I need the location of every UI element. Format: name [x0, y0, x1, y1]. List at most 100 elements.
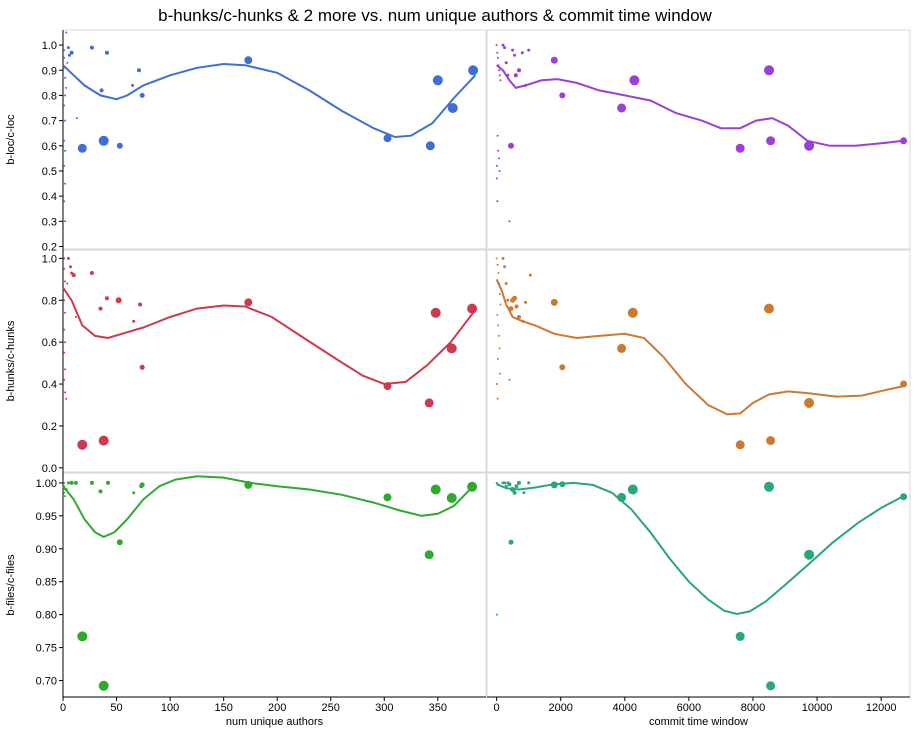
point-files-authors: [106, 480, 110, 485]
point-loc-authors: [244, 56, 253, 65]
point-files-authors: [66, 481, 70, 485]
point-loc-authors: [65, 31, 68, 34]
point-hunks-time: [550, 298, 558, 306]
point-hunks-authors: [69, 265, 72, 269]
point-loc-time: [496, 134, 499, 137]
y-tick-label-hunks: 0.8: [42, 295, 57, 307]
point-files-authors: [77, 631, 88, 642]
point-hunks-time: [766, 436, 776, 446]
point-hunks-time: [508, 378, 511, 381]
point-files-authors: [116, 539, 123, 546]
point-files-authors: [63, 481, 66, 484]
smoother-loc-authors: [62, 62, 477, 139]
point-loc-time: [497, 64, 500, 67]
point-files-authors: [63, 485, 66, 488]
panel-frame-hunks-authors: [62, 249, 487, 473]
point-hunks-time: [496, 263, 499, 266]
point-hunks-time: [501, 256, 505, 260]
point-loc-time: [495, 164, 498, 167]
point-files-authors: [73, 480, 78, 485]
point-hunks-authors: [64, 311, 67, 314]
point-hunks-time: [498, 347, 501, 350]
point-files-time: [514, 484, 519, 489]
point-hunks-time: [627, 307, 638, 318]
point-files-time: [512, 490, 517, 495]
point-hunks-authors: [104, 296, 109, 301]
point-loc-time: [900, 137, 908, 145]
point-loc-authors: [64, 149, 67, 152]
point-files-authors: [467, 481, 478, 492]
y-tick-label-loc: 0.4: [42, 191, 57, 203]
point-hunks-time: [496, 397, 499, 400]
point-loc-authors: [63, 104, 66, 107]
point-hunks-authors: [132, 319, 136, 323]
point-files-authors: [98, 489, 103, 494]
point-loc-time: [501, 43, 505, 47]
x-axis-title-time: commit time window: [649, 716, 748, 728]
point-files-time: [617, 492, 627, 502]
point-hunks-authors: [138, 302, 143, 307]
point-loc-authors: [383, 134, 392, 143]
point-loc-time: [498, 170, 501, 172]
point-hunks-time: [504, 282, 508, 285]
x-tick-label-authors: 350: [429, 702, 447, 714]
point-hunks-time: [559, 364, 566, 371]
point-files-time: [495, 613, 498, 616]
point-hunks-time: [497, 272, 500, 274]
y-tick-label-files: 0.80: [36, 610, 57, 622]
point-loc-time: [496, 51, 499, 54]
point-files-time: [527, 481, 531, 485]
point-loc-authors: [66, 46, 70, 50]
point-files-authors: [64, 495, 67, 498]
point-files-authors: [63, 491, 66, 494]
point-loc-authors: [63, 164, 66, 167]
x-axis-title-authors: num unique authors: [226, 716, 324, 728]
point-files-authors: [139, 482, 145, 488]
y-tick-label-loc: 0.9: [42, 65, 57, 77]
y-tick-label-loc: 0.3: [42, 216, 57, 228]
point-files-time: [517, 480, 521, 485]
point-hunks-authors: [64, 280, 67, 283]
point-loc-authors: [66, 61, 69, 64]
point-hunks-authors: [383, 382, 392, 391]
y-tick-label-loc: 0.2: [42, 241, 57, 253]
point-loc-time: [527, 48, 531, 52]
point-files-time: [550, 481, 558, 489]
point-hunks-authors: [64, 341, 67, 344]
point-files-time: [766, 681, 776, 691]
x-tick-label-time: 10000: [802, 702, 833, 714]
smoother-files-authors: [62, 475, 474, 539]
point-loc-time: [804, 140, 815, 151]
point-loc-time: [517, 68, 521, 73]
x-tick-label-time: 0: [494, 702, 500, 714]
point-loc-time: [503, 46, 507, 50]
point-files-time: [507, 482, 512, 487]
point-hunks-time: [496, 313, 499, 316]
x-tick-label-time: 12000: [866, 702, 897, 714]
point-loc-authors: [447, 103, 458, 113]
point-loc-time: [497, 157, 500, 160]
point-files-time: [504, 484, 508, 488]
point-loc-authors: [64, 182, 67, 185]
point-loc-time: [498, 69, 501, 72]
point-hunks-time: [512, 295, 518, 301]
point-loc-authors: [98, 135, 109, 146]
point-hunks-authors: [98, 435, 109, 446]
point-files-authors: [424, 550, 434, 560]
x-tick-label-time: 8000: [741, 702, 765, 714]
point-hunks-time: [496, 357, 499, 360]
point-hunks-time: [514, 304, 519, 309]
point-loc-authors: [131, 83, 135, 87]
point-loc-authors: [64, 94, 67, 97]
point-hunks-authors: [74, 316, 77, 318]
point-loc-authors: [116, 142, 123, 149]
point-hunks-time: [764, 303, 774, 314]
point-files-authors: [430, 484, 441, 495]
point-hunks-authors: [467, 303, 478, 314]
smoother-loc-time: [495, 64, 904, 147]
point-loc-time: [496, 200, 499, 203]
y-tick-label-files: 0.95: [36, 511, 57, 523]
point-hunks-time: [498, 293, 501, 295]
x-tick-label-authors: 300: [375, 702, 393, 714]
